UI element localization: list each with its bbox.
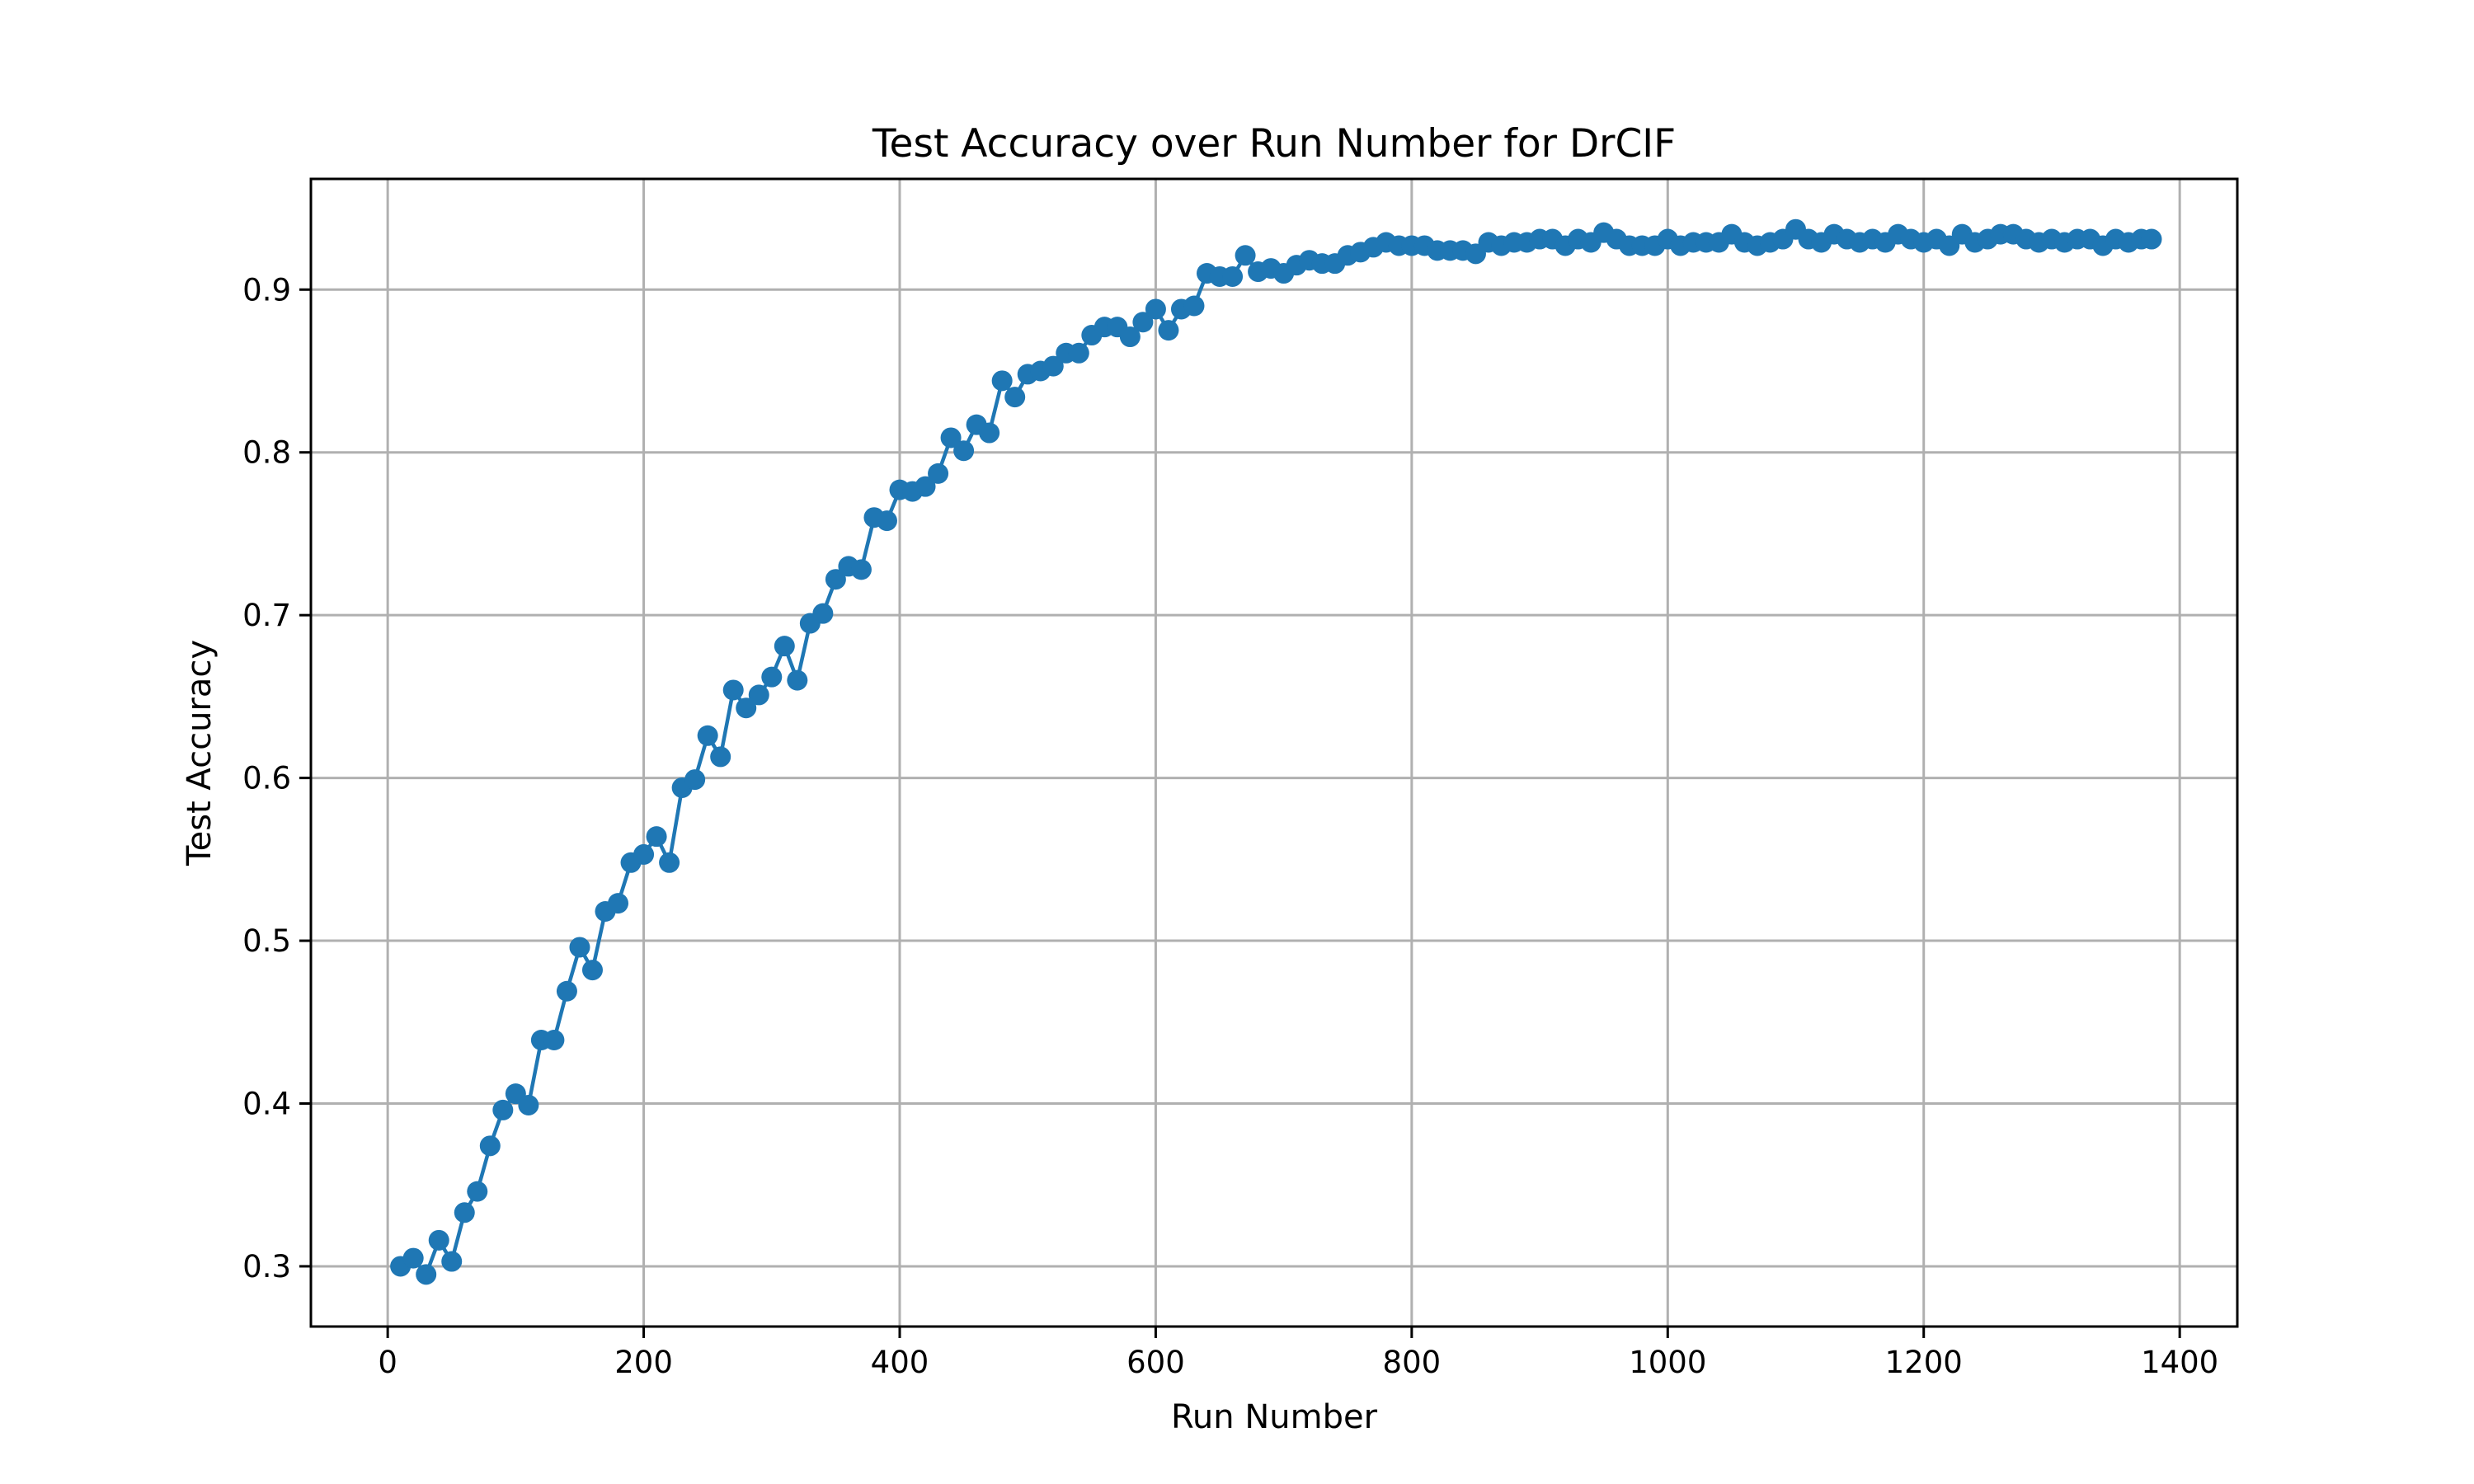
data-point xyxy=(479,1135,501,1157)
data-point xyxy=(633,843,655,865)
data-point xyxy=(748,684,769,706)
data-point xyxy=(1132,312,1154,333)
x-tick-label: 600 xyxy=(1126,1345,1185,1380)
data-point xyxy=(991,370,1013,392)
data-point xyxy=(1158,320,1179,341)
x-tick-label: 200 xyxy=(614,1345,673,1380)
x-tick-label: 1200 xyxy=(1885,1345,1963,1380)
data-series xyxy=(390,218,2162,1285)
data-point xyxy=(543,1029,565,1050)
data-point xyxy=(1004,387,1026,408)
data-point xyxy=(736,697,757,719)
y-tick-label: 0.6 xyxy=(242,761,291,796)
data-point xyxy=(416,1264,437,1285)
data-point xyxy=(1068,342,1089,364)
y-tick-label: 0.5 xyxy=(242,923,291,959)
axis-ticks: 0 200 400 600 800 1000 1200 1400 0.3 0.4 0.5 0.6 0.7… xyxy=(242,272,2218,1380)
chart-title: Test Accuracy over Run Number for DrCIF xyxy=(872,121,1676,167)
data-point xyxy=(850,559,872,580)
y-axis-label: Test Accuracy xyxy=(181,640,219,866)
plot-frame xyxy=(309,177,2239,1328)
data-point xyxy=(761,666,783,688)
y-tick-label: 0.4 xyxy=(242,1086,291,1121)
data-point xyxy=(1145,298,1166,320)
grid-lines xyxy=(311,179,2237,1327)
y-tick-label: 0.9 xyxy=(242,272,291,308)
data-point xyxy=(876,510,897,532)
data-point xyxy=(979,422,1000,444)
data-point xyxy=(787,669,808,691)
y-tick-label: 0.8 xyxy=(242,435,291,471)
data-point xyxy=(441,1251,463,1272)
data-point xyxy=(1235,245,1256,266)
data-point xyxy=(1042,355,1064,377)
data-point xyxy=(1119,326,1141,348)
data-point xyxy=(659,852,680,873)
data-point xyxy=(928,463,949,484)
data-point xyxy=(825,569,846,590)
data-point xyxy=(428,1229,449,1251)
data-point xyxy=(2141,228,2162,250)
x-tick-label: 800 xyxy=(1383,1345,1442,1380)
y-tick-label: 0.3 xyxy=(242,1249,291,1284)
data-point xyxy=(454,1202,475,1223)
data-point xyxy=(608,893,629,914)
x-axis-label: Run Number xyxy=(1171,1398,1378,1436)
data-point xyxy=(697,725,718,746)
x-tick-label: 0 xyxy=(378,1345,397,1380)
data-point xyxy=(1222,265,1244,287)
data-point xyxy=(812,603,834,624)
data-point xyxy=(774,636,795,657)
data-point xyxy=(710,746,731,768)
data-point xyxy=(1183,295,1205,317)
data-point xyxy=(402,1247,424,1269)
data-point xyxy=(569,937,590,958)
data-point xyxy=(581,960,603,981)
x-tick-label: 1000 xyxy=(1629,1345,1706,1380)
x-tick-label: 1400 xyxy=(2141,1345,2218,1380)
data-point xyxy=(467,1181,488,1202)
x-tick-label: 400 xyxy=(871,1345,929,1380)
data-point xyxy=(518,1094,539,1115)
data-point xyxy=(684,769,706,791)
data-point xyxy=(940,427,962,448)
data-point xyxy=(492,1099,514,1120)
data-point xyxy=(915,476,936,497)
y-tick-label: 0.7 xyxy=(242,598,291,633)
data-point xyxy=(953,440,975,462)
data-point xyxy=(646,826,667,848)
data-point xyxy=(722,679,744,701)
data-point xyxy=(556,980,577,1002)
